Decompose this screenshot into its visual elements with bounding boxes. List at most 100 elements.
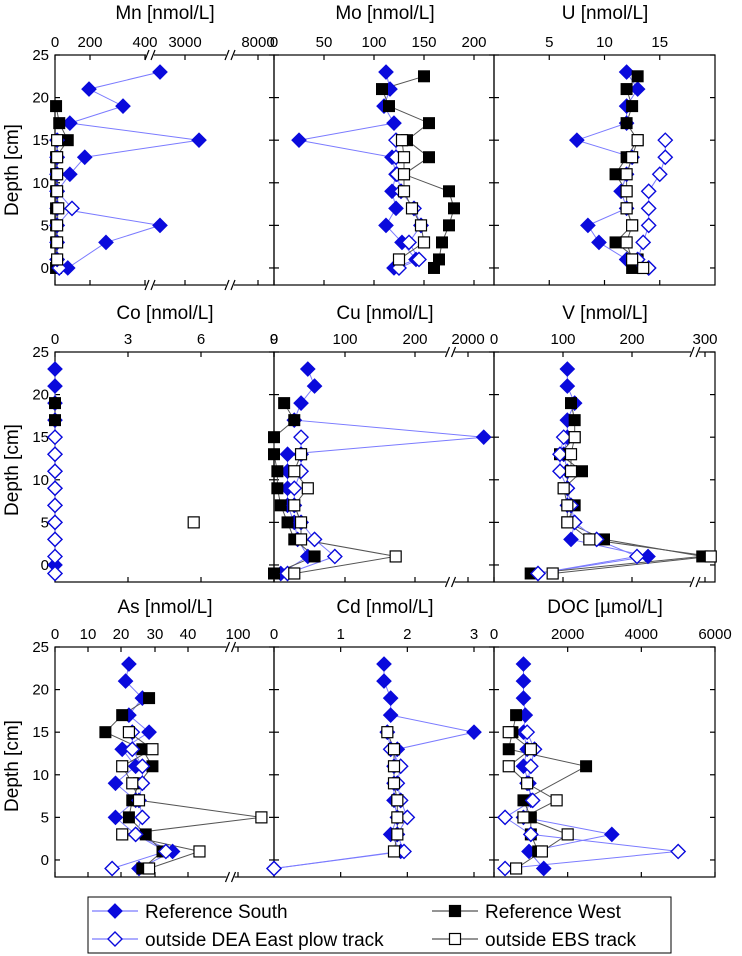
point-reference-south xyxy=(107,809,124,826)
x-tick-label: 40 xyxy=(180,626,197,643)
x-tick-label: 2000 xyxy=(451,331,484,348)
point-ebs xyxy=(51,219,64,232)
point-ebs xyxy=(301,482,314,495)
y-tick-label: 5 xyxy=(41,217,49,234)
axis-break-mark xyxy=(689,576,695,588)
point-dea-east xyxy=(651,166,668,183)
point-reference-south xyxy=(382,690,399,706)
point-ebs xyxy=(142,862,156,875)
axis-break-mark xyxy=(230,641,237,653)
point-ebs xyxy=(122,726,136,739)
panel-title-cu: Cu [nmol/L] xyxy=(336,303,433,324)
x-tick-label: 150 xyxy=(411,34,436,51)
axis-break-mark xyxy=(444,576,451,588)
point-reference-south xyxy=(563,531,579,548)
point-dea-east xyxy=(47,480,63,497)
point-reference-west xyxy=(580,760,593,773)
point-ebs xyxy=(626,151,639,164)
y-tick-label: 10 xyxy=(32,472,49,489)
ylabel-row-2: Depth [cm] xyxy=(2,424,23,516)
point-reference-south xyxy=(152,217,168,234)
x-tick-label: 5 xyxy=(545,34,553,51)
axis-break-mark xyxy=(150,49,156,61)
axis-break-gap xyxy=(146,280,154,290)
point-reference-west xyxy=(49,397,61,410)
axis-break-gap xyxy=(226,872,235,882)
y-tick-label: 25 xyxy=(32,344,49,361)
point-dea-east xyxy=(104,860,121,877)
point-reference-south xyxy=(382,707,399,723)
point-dea-east xyxy=(134,809,151,826)
point-reference-south xyxy=(386,115,402,131)
point-reference-west xyxy=(436,236,448,249)
x-tick-label: 100 xyxy=(225,626,250,643)
point-reference-south xyxy=(279,446,296,463)
point-reference-south xyxy=(141,724,157,741)
point-ebs xyxy=(294,448,308,461)
point-reference-south xyxy=(62,166,78,183)
axis-break-mark xyxy=(224,871,231,883)
axis-break-mark xyxy=(444,346,451,358)
panel-title-cd: Cd [nmol/L] xyxy=(336,597,433,618)
point-ebs xyxy=(568,431,581,444)
axis-break-gap xyxy=(226,642,235,652)
point-ebs xyxy=(620,185,633,198)
ylabel-row-1: Depth [cm] xyxy=(2,124,23,216)
x-tick-label: 200 xyxy=(619,331,644,348)
axis-break-mark xyxy=(224,279,230,291)
x-tick-label: 6000 xyxy=(698,626,731,643)
point-dea-east xyxy=(635,234,652,251)
panel-title-as: As [nmol/L] xyxy=(117,597,212,618)
point-ebs xyxy=(704,550,717,563)
legend-marker-ebs xyxy=(448,932,462,946)
point-reference-south xyxy=(306,378,323,394)
x-tick-label: 0 xyxy=(270,34,278,51)
legend-marker-dea-east xyxy=(107,931,123,947)
x-tick-label: 20 xyxy=(113,626,130,643)
legend-label-dea-east: outside DEA East plow track xyxy=(145,930,384,951)
point-reference-west xyxy=(288,414,301,427)
point-reference-south xyxy=(115,98,131,114)
point-reference-west xyxy=(271,465,284,478)
point-ebs xyxy=(391,794,404,807)
point-reference-west xyxy=(568,414,581,427)
panel-5: 0 100 200 300 xyxy=(490,331,718,588)
point-ebs xyxy=(517,811,530,824)
point-dea-east xyxy=(530,565,546,582)
point-dea-east xyxy=(127,826,144,843)
point-ebs xyxy=(502,760,515,773)
x-tick-label: 30 xyxy=(147,626,164,643)
point-ebs xyxy=(51,253,64,266)
point-reference-west xyxy=(631,70,644,83)
axis-break-mark xyxy=(224,641,231,653)
point-ebs xyxy=(637,261,650,275)
point-ebs xyxy=(51,134,64,147)
point-reference-west xyxy=(510,709,523,722)
point-ebs xyxy=(387,743,401,756)
point-ebs xyxy=(620,168,633,181)
point-reference-west xyxy=(502,743,515,756)
point-reference-west xyxy=(626,100,639,113)
y-tick-label: 0 xyxy=(41,260,49,277)
x-tick-label: 10 xyxy=(596,34,613,51)
point-reference-west xyxy=(268,567,280,580)
legend: Reference South Reference West outside D… xyxy=(87,896,672,954)
point-reference-west xyxy=(383,100,395,113)
point-dea-east xyxy=(47,531,63,548)
x-tick-label: 0 xyxy=(270,331,278,348)
point-dea-east xyxy=(64,200,80,217)
y-tick-label: 15 xyxy=(32,429,49,446)
point-ebs xyxy=(561,828,574,841)
x-tick-label: 0 xyxy=(490,331,498,348)
y-tick-label: 25 xyxy=(32,47,49,64)
panel-8: 0 2000 4000 6000 xyxy=(490,626,732,878)
point-reference-south xyxy=(191,132,207,149)
point-ebs xyxy=(288,465,301,478)
point-ebs xyxy=(51,151,64,164)
x-tick-label: 0 xyxy=(51,34,59,51)
point-ebs xyxy=(405,202,419,215)
panel-title-co: Co [nmol/L] xyxy=(116,303,213,324)
